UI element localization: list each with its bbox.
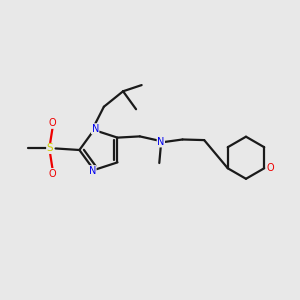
Text: N: N: [157, 137, 164, 147]
Text: O: O: [267, 163, 274, 173]
Text: N: N: [92, 124, 99, 134]
Text: O: O: [49, 118, 56, 128]
Text: S: S: [47, 143, 53, 154]
Text: O: O: [49, 169, 56, 178]
Text: N: N: [89, 166, 96, 176]
